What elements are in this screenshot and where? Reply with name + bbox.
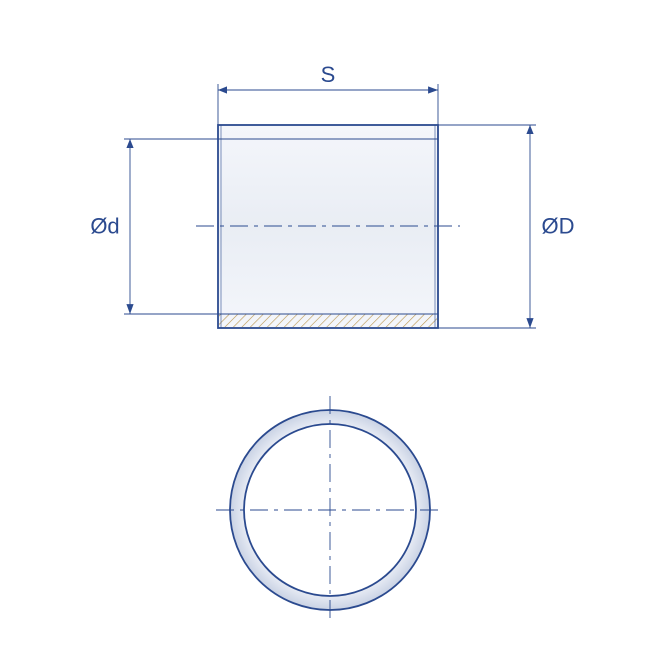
side-section-hatch xyxy=(219,315,437,328)
dim-s-label: S xyxy=(321,62,336,87)
dim-d-label: Ød xyxy=(90,214,119,239)
dim-outer-d-label: ØD xyxy=(542,214,575,239)
top-view xyxy=(216,396,444,624)
side-outer-rect xyxy=(218,125,438,328)
side-view xyxy=(196,125,460,328)
technical-drawing: S Ød ØD xyxy=(0,0,671,670)
